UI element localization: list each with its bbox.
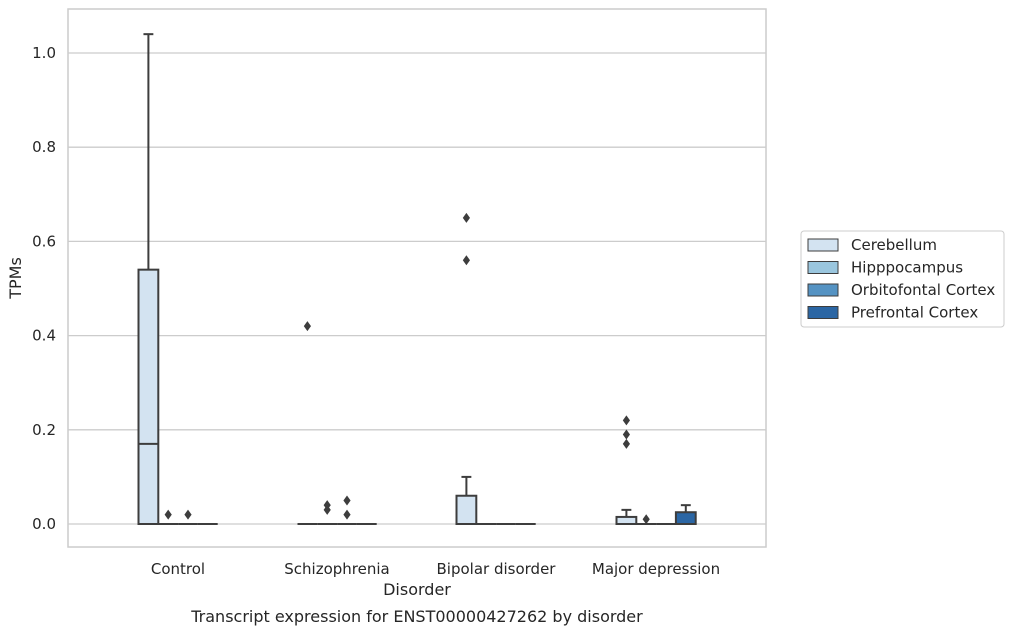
outlier-point [622, 415, 630, 426]
y-tick-label: 0.8 [32, 138, 56, 156]
outlier-point [164, 509, 172, 520]
outlier-point [184, 509, 192, 520]
x-axis-title: Disorder [383, 580, 451, 599]
legend-label: Orbitofontal Cortex [851, 281, 995, 299]
outlier-point [303, 321, 311, 332]
legend-frame [800, 230, 1005, 328]
box-body [615, 515, 638, 525]
plot-frame [67, 8, 767, 548]
y-axis-title: TPMs [6, 257, 25, 300]
chart-caption: Transcript expression for ENST0000042726… [190, 607, 643, 626]
box-body [137, 268, 160, 525]
outlier-point [323, 500, 331, 511]
x-tick-label: Control [151, 560, 205, 578]
legend-swatch [807, 238, 839, 252]
plot-area [137, 33, 697, 525]
legend: Cerebellum Hipppocampus Orbitofontal Corte… [800, 230, 1005, 328]
legend-label: Hipppocampus [851, 259, 963, 277]
x-tick-label: Schizophrenia [284, 560, 389, 578]
outlier-point [622, 438, 630, 449]
gridlines [68, 52, 766, 525]
y-tick-label: 0.4 [32, 327, 56, 345]
outlier-point [343, 509, 351, 520]
y-tick-label: 1.0 [32, 44, 56, 62]
box-hipppocampus-schizophrenia [317, 500, 338, 525]
box-orbitofontal-cortex-schizophrenia [337, 495, 357, 525]
x-axis-ticks: Control Schizophrenia Bipolar disorder Majo… [151, 560, 720, 578]
x-tick-label: Bipolar disorder [437, 560, 557, 578]
legend-label: Cerebellum [851, 236, 937, 254]
outlier-point [642, 514, 650, 525]
box-cerebellum-major-depression [615, 415, 638, 525]
outlier-point [622, 429, 630, 440]
box-cerebellum-bipolar-disorder [455, 212, 478, 525]
y-tick-label: 0.2 [32, 421, 56, 439]
box-prefrontal-cortex-major-depression [674, 504, 697, 525]
legend-swatch [807, 306, 839, 319]
box-orbitofontal-cortex-control [178, 509, 198, 525]
box-body [455, 494, 478, 525]
x-tick-label: Major depression [592, 560, 720, 578]
legend-swatch [807, 261, 839, 274]
box-hipppocampus-major-depression [636, 514, 657, 525]
outlier-point [343, 495, 351, 506]
y-axis-ticks: 0.0 0.2 0.4 0.6 0.8 1.0 [32, 44, 56, 533]
box-hipppocampus-control [158, 509, 179, 525]
box-cerebellum-schizophrenia [297, 321, 318, 525]
legend-label: Prefrontal Cortex [851, 304, 978, 322]
outlier-point [462, 255, 470, 266]
outlier-point [462, 212, 470, 223]
y-tick-label: 0.0 [32, 515, 56, 533]
y-tick-label: 0.6 [32, 232, 56, 250]
box-cerebellum-control [137, 33, 160, 525]
legend-swatch [807, 283, 839, 297]
box-body [674, 511, 697, 525]
